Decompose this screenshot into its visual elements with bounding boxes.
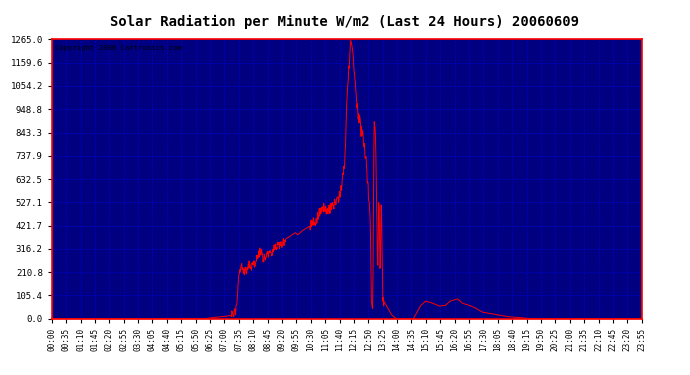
Text: Copyright 2006 Cartronics.com: Copyright 2006 Cartronics.com <box>55 45 181 51</box>
Text: Solar Radiation per Minute W/m2 (Last 24 Hours) 20060609: Solar Radiation per Minute W/m2 (Last 24… <box>110 15 580 29</box>
